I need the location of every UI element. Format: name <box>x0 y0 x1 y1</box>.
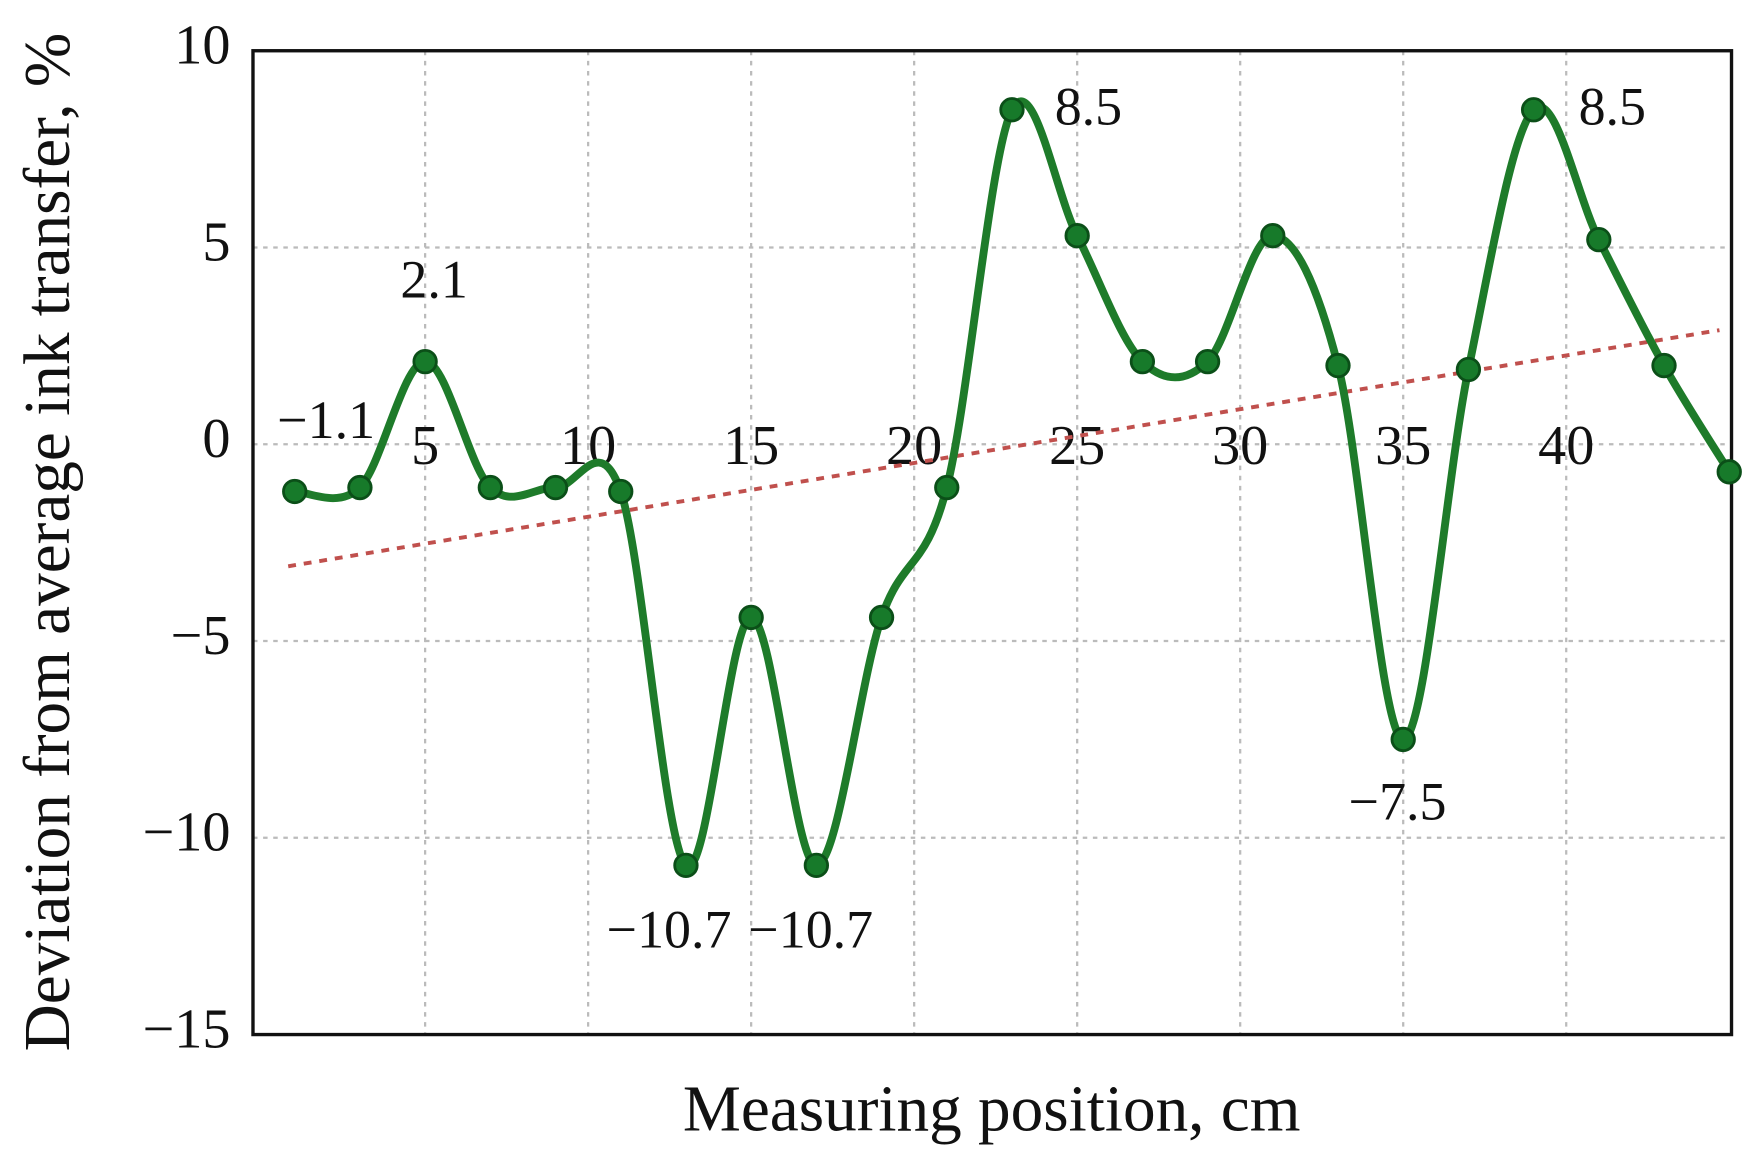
data-label: 8.5 <box>1055 76 1122 136</box>
x-axis-label: Measuring position, cm <box>683 1073 1301 1145</box>
data-point <box>1260 223 1286 249</box>
data-point <box>347 474 373 501</box>
data-point <box>1325 352 1351 379</box>
data-line <box>294 97 1733 871</box>
data-label: −7.5 <box>1349 771 1447 831</box>
data-point <box>1455 356 1482 383</box>
data-label: −1.1 <box>277 390 375 450</box>
x-tick-label: 35 <box>1375 415 1431 477</box>
data-point <box>1520 97 1547 123</box>
y-tick-label: 5 <box>202 211 230 273</box>
data-label: −10.7 <box>607 899 732 959</box>
data-point <box>608 478 634 505</box>
y-tick-label: 0 <box>202 408 230 470</box>
data-point <box>1129 348 1156 375</box>
data-point <box>1390 726 1416 753</box>
trend-line <box>287 328 1720 569</box>
x-tick-label: 15 <box>723 415 779 477</box>
y-tick-label: −15 <box>143 998 231 1060</box>
data-point <box>934 474 960 501</box>
data-point <box>868 604 895 631</box>
y-tick-label: 10 <box>174 15 230 77</box>
data-point <box>738 604 764 631</box>
data-point <box>1064 223 1090 249</box>
y-axis-label: Deviation from average ink transfer, % <box>12 33 84 1051</box>
x-tick-label: 25 <box>1049 415 1105 477</box>
data-point <box>1716 459 1742 485</box>
data-point <box>1651 352 1677 379</box>
data-point <box>1586 226 1612 253</box>
data-point <box>999 97 1025 123</box>
data-point <box>1194 348 1221 375</box>
data-point <box>282 478 308 505</box>
y-tick-label: −10 <box>143 802 231 864</box>
data-point <box>542 474 569 501</box>
y-tick-label: −5 <box>171 605 231 667</box>
x-tick-label: 5 <box>411 415 439 477</box>
data-label: −10.7 <box>748 899 873 959</box>
data-point <box>412 348 438 375</box>
data-point <box>477 474 503 501</box>
data-point <box>673 852 699 878</box>
data-point <box>803 852 830 878</box>
x-tick-label: 40 <box>1538 415 1594 477</box>
data-label: 2.1 <box>400 250 467 310</box>
plot-frame <box>251 49 1734 1037</box>
x-tick-label: 30 <box>1212 415 1268 477</box>
data-label: 8.5 <box>1579 76 1646 136</box>
